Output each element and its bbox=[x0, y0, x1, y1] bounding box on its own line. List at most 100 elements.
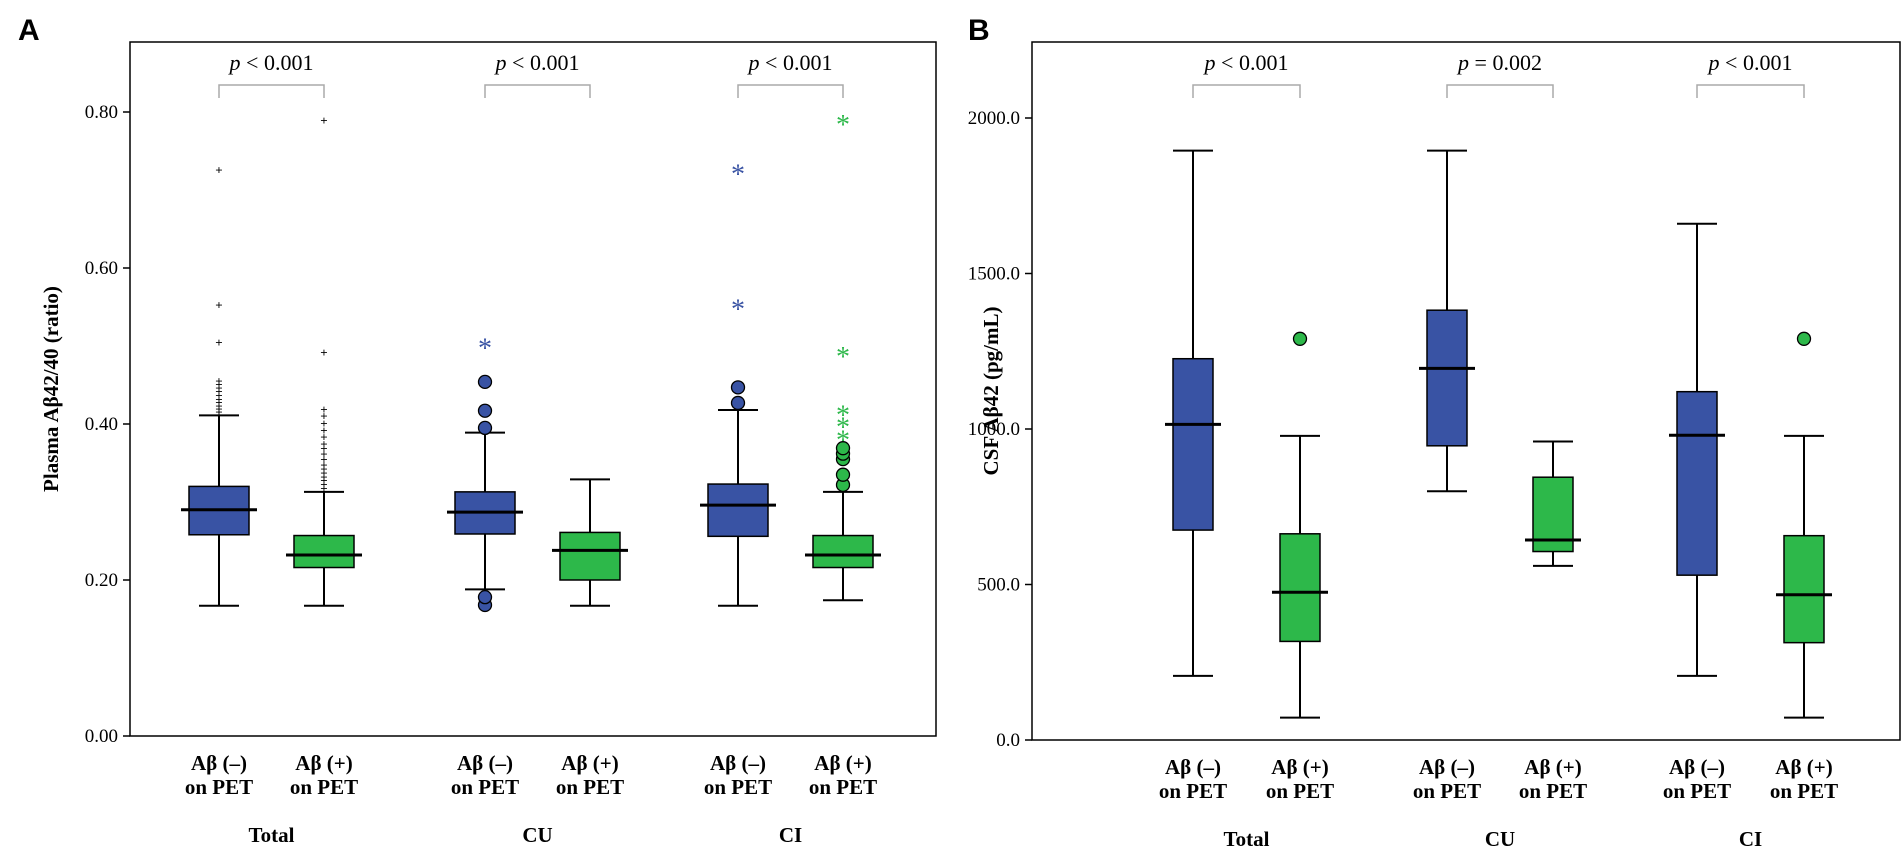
group-label: CI bbox=[1739, 827, 1762, 851]
box-iqr bbox=[293, 534, 355, 569]
outlier-point: + bbox=[320, 458, 327, 473]
box-cu-neg: Aβ (–)on PET bbox=[1413, 149, 1481, 803]
outlier-point: + bbox=[320, 437, 327, 452]
outlier-point bbox=[730, 395, 746, 411]
extreme-point: * bbox=[731, 295, 745, 326]
p-symbol: p bbox=[228, 50, 241, 75]
category-label: Aβ (–) bbox=[1419, 755, 1475, 779]
significance-bracket bbox=[737, 84, 844, 98]
category-label: on PET bbox=[1266, 779, 1334, 803]
group-ci: p < 0.001 CI bbox=[1696, 50, 1805, 851]
p-value-label: p < 0.001 bbox=[228, 50, 314, 75]
extreme-point: * bbox=[836, 412, 850, 443]
group-label: CU bbox=[522, 823, 552, 847]
box-ci-pos: Aβ (+)on PET bbox=[1770, 331, 1838, 803]
y-tick-label: 500.0 bbox=[977, 575, 1020, 596]
category-label: Aβ (–) bbox=[1669, 755, 1725, 779]
category-label: on PET bbox=[1663, 779, 1731, 803]
category-label: Aβ (+) bbox=[1271, 755, 1328, 779]
box-ci-neg: Aβ (–)on PET bbox=[1663, 222, 1731, 803]
outlier-point: + bbox=[320, 408, 327, 423]
outlier-point: + bbox=[215, 395, 222, 410]
outlier-point: + bbox=[320, 345, 327, 360]
category-label: Aβ (–) bbox=[191, 751, 247, 775]
extreme-point: * bbox=[731, 160, 745, 191]
outlier-point: + bbox=[320, 465, 327, 480]
outlier-point: + bbox=[215, 335, 222, 350]
outlier-point: + bbox=[215, 377, 222, 392]
p-value-text: < 0.001 bbox=[760, 50, 833, 75]
outlier-point bbox=[477, 374, 493, 390]
outlier-point: + bbox=[320, 477, 327, 492]
box-iqr bbox=[1676, 390, 1718, 576]
extreme-point: * bbox=[836, 401, 850, 432]
box-cu-pos: Aβ (+)on PET bbox=[552, 478, 628, 799]
box-total-pos: ++++++++++++++++++Aβ (+)on PET bbox=[286, 113, 362, 799]
extreme-point: * bbox=[478, 334, 492, 365]
plot-frame bbox=[129, 41, 937, 737]
y-axis-label: Plasma Aβ42/40 (ratio) bbox=[39, 286, 63, 492]
category-label: on PET bbox=[1519, 779, 1587, 803]
group-total: p < 0.001 Total bbox=[218, 50, 325, 847]
box-iqr bbox=[1172, 357, 1214, 531]
box-cu-pos: Aβ (+)on PET bbox=[1519, 440, 1587, 803]
category-label: Aβ (–) bbox=[457, 751, 513, 775]
y-tick-label: 0.00 bbox=[85, 726, 118, 747]
outlier-point: + bbox=[215, 405, 222, 420]
plot-frame bbox=[1031, 41, 1901, 741]
outlier-point: + bbox=[320, 423, 327, 438]
outlier-point: + bbox=[215, 392, 222, 407]
panel-letter: B bbox=[968, 14, 990, 47]
category-label: on PET bbox=[451, 775, 519, 799]
category-label: Aβ (+) bbox=[1775, 755, 1832, 779]
outlier-point bbox=[835, 441, 851, 456]
outlier-point: + bbox=[215, 398, 222, 413]
box-iqr bbox=[1426, 309, 1468, 447]
extreme-point: * bbox=[836, 342, 850, 373]
outlier-point: + bbox=[320, 416, 327, 431]
category-label: Aβ (–) bbox=[1165, 755, 1221, 779]
box-iqr bbox=[707, 483, 769, 538]
panel-letter: A bbox=[18, 14, 40, 47]
outlier-point: + bbox=[320, 473, 327, 488]
y-tick-label: 1000.0 bbox=[968, 419, 1020, 440]
p-value-label: p < 0.001 bbox=[494, 50, 580, 75]
outlier-point: + bbox=[215, 401, 222, 416]
significance-bracket bbox=[1696, 84, 1805, 98]
significance-bracket bbox=[1446, 84, 1554, 98]
y-tick-label: 0.60 bbox=[85, 258, 118, 279]
p-symbol: p bbox=[1456, 50, 1469, 75]
p-value-text: < 0.001 bbox=[507, 50, 580, 75]
extreme-point: * bbox=[836, 426, 850, 457]
y-tick-label: 2000.0 bbox=[968, 108, 1020, 129]
p-value-text: < 0.001 bbox=[241, 50, 314, 75]
outlier-point: + bbox=[215, 163, 222, 178]
p-value-label: p < 0.001 bbox=[747, 50, 833, 75]
category-label: on PET bbox=[556, 775, 624, 799]
panel-b: B 0.0 500.0 1000.0 1500.0 2000.0 CSF Aβ42 (pg/… bbox=[968, 14, 1901, 851]
outlier-point: + bbox=[215, 384, 222, 399]
p-value-text: < 0.001 bbox=[1720, 50, 1793, 75]
box-total-neg: ++++++++++++++Aβ (–)on PET bbox=[181, 163, 257, 799]
group-label: CU bbox=[1485, 827, 1515, 851]
group-label: Total bbox=[249, 823, 295, 847]
group-total: p < 0.001 Total bbox=[1192, 50, 1301, 851]
outlier-point: + bbox=[320, 447, 327, 462]
box-iqr bbox=[1279, 533, 1321, 643]
p-symbol: p bbox=[747, 50, 760, 75]
p-value-label: p = 0.002 bbox=[1456, 50, 1542, 75]
p-value-text: = 0.002 bbox=[1469, 50, 1542, 75]
group-label: CI bbox=[779, 823, 802, 847]
outlier-point: + bbox=[320, 469, 327, 484]
significance-bracket bbox=[218, 84, 325, 98]
p-value-label: p < 0.001 bbox=[1707, 50, 1793, 75]
p-value-text: < 0.001 bbox=[1216, 50, 1289, 75]
category-label: Aβ (+) bbox=[814, 751, 871, 775]
box-iqr bbox=[812, 534, 874, 569]
p-symbol: p bbox=[494, 50, 507, 75]
outlier-point bbox=[1796, 331, 1812, 346]
outlier-point: + bbox=[320, 441, 327, 456]
category-label: Aβ (+) bbox=[561, 751, 618, 775]
outlier-point: + bbox=[215, 298, 222, 313]
